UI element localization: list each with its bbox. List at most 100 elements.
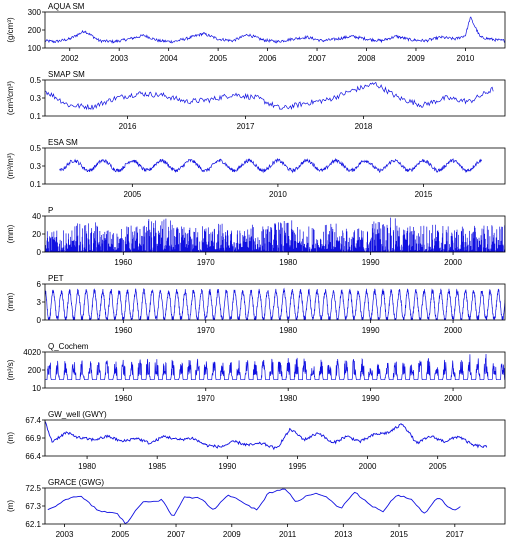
y-tick-label: 0.5	[30, 76, 42, 85]
y-tick-label: 0.3	[30, 94, 42, 103]
panel-title: P	[48, 206, 53, 215]
panel-0: AQUA SM (g/cm³) 100 200 300 2002 2003 2004 2005 2…	[6, 2, 506, 63]
panel-2: ESA SM (m³/m³) 0.1 0.3 0.5 2005 2010 2015	[6, 138, 506, 199]
x-tick-label: 2009	[223, 530, 241, 539]
x-tick-label: 2005	[209, 54, 227, 63]
y-tick-label: 3	[37, 298, 42, 307]
y-tick-label: 0	[37, 248, 42, 257]
panel-title: AQUA SM	[48, 2, 85, 11]
panel-7: GRACE (GWG) (m) 62.1 67.3 72.5 2003 2005 2007 20…	[6, 478, 506, 539]
x-tick-label: 2000	[359, 462, 377, 471]
y-tick-label: 20	[32, 230, 41, 239]
x-tick-label: 1960	[114, 394, 132, 403]
x-tick-label: 2000	[444, 394, 462, 403]
x-tick-label: 1960	[114, 326, 132, 335]
panel-title: ESA SM	[48, 138, 78, 147]
x-tick-label: 2004	[160, 54, 178, 63]
panel-1: SMAP SM (cm³/cm³) 0.1 0.3 0.5 2016 2017 2018	[6, 70, 506, 131]
y-tick-label: 40	[32, 212, 41, 221]
series-line	[45, 81, 494, 111]
panel-title: PET	[48, 274, 64, 283]
x-tick-label: 1990	[218, 462, 236, 471]
x-tick-label: 2005	[429, 462, 447, 471]
series-line	[45, 353, 505, 381]
plot-frame	[44, 419, 506, 457]
x-tick-label: 2010	[457, 54, 475, 63]
y-axis-label: (m³/m³)	[6, 153, 15, 180]
x-tick-label: 2007	[308, 54, 326, 63]
y-tick-label: 100	[28, 44, 42, 53]
y-tick-label: 300	[28, 8, 42, 17]
x-tick-label: 2017	[237, 122, 255, 131]
y-tick-label: 200	[28, 26, 42, 35]
plot-frame	[44, 351, 506, 389]
panel-5: Q_Cochem (m³/s) 10 200 4020 1960 1970 1980 1990 2…	[6, 342, 506, 403]
y-axis-label: (mm)	[6, 224, 15, 243]
y-tick-label: 0.1	[30, 112, 42, 121]
y-tick-label: 0.3	[30, 162, 42, 171]
y-axis-label: (mm)	[6, 292, 15, 311]
series-line	[45, 421, 488, 451]
x-tick-label: 1980	[279, 258, 297, 267]
x-tick-label: 2002	[61, 54, 79, 63]
plot-frame	[44, 215, 506, 253]
x-tick-label: 2016	[119, 122, 137, 131]
y-axis-label: (cm³/cm³)	[6, 81, 15, 116]
panel-6: GW_well (GWY) (m) 66.4 66.9 67.4 1980 1985 1990…	[6, 410, 506, 471]
x-tick-label: 2018	[355, 122, 373, 131]
x-tick-label: 2013	[334, 530, 352, 539]
x-tick-label: 2007	[167, 530, 185, 539]
x-tick-label: 1980	[279, 394, 297, 403]
x-tick-label: 2005	[111, 530, 129, 539]
series-line	[59, 157, 483, 174]
x-tick-label: 2000	[444, 326, 462, 335]
y-tick-label: 72.5	[25, 484, 41, 493]
panel-4: PET (mm) 0 3 6 1960 1970 1980 1990 2000	[6, 274, 506, 335]
y-tick-label: 10	[32, 384, 41, 393]
x-tick-label: 2015	[390, 530, 408, 539]
x-tick-label: 1990	[362, 258, 380, 267]
panel-title: SMAP SM	[48, 70, 85, 79]
y-axis-label: (m)	[6, 500, 15, 512]
y-tick-label: 66.4	[25, 452, 41, 461]
panel-title: GW_well (GWY)	[48, 410, 107, 419]
x-tick-label: 1970	[197, 394, 215, 403]
x-tick-label: 2010	[269, 190, 287, 199]
y-axis-label: (m³/s)	[6, 359, 15, 380]
x-tick-label: 2005	[123, 190, 141, 199]
x-tick-label: 2009	[407, 54, 425, 63]
x-tick-label: 2008	[358, 54, 376, 63]
panel-title: GRACE (GWG)	[48, 478, 104, 487]
plot-frame	[44, 487, 506, 525]
y-tick-label: 6	[37, 280, 42, 289]
y-tick-label: 62.1	[25, 520, 41, 529]
x-tick-label: 2011	[279, 530, 297, 539]
y-tick-label: 0	[37, 316, 42, 325]
series-line	[47, 488, 461, 524]
series-line	[45, 287, 505, 320]
x-tick-label: 1970	[197, 258, 215, 267]
x-tick-label: 2006	[259, 54, 277, 63]
y-axis-label: (m)	[6, 432, 15, 444]
y-tick-label: 0.5	[30, 144, 42, 153]
x-tick-label: 2003	[110, 54, 128, 63]
y-tick-label: 0.1	[30, 180, 42, 189]
x-tick-label: 2015	[415, 190, 433, 199]
plot-frame	[44, 283, 506, 321]
x-tick-label: 2003	[56, 530, 74, 539]
x-tick-label: 1980	[78, 462, 96, 471]
x-tick-label: 1995	[289, 462, 307, 471]
x-tick-label: 1960	[114, 258, 132, 267]
y-tick-label: 66.9	[25, 434, 41, 443]
series-line	[45, 217, 505, 252]
y-tick-label: 200	[28, 366, 42, 375]
x-tick-label: 2017	[446, 530, 464, 539]
plot-frame	[44, 147, 506, 185]
series-line	[45, 16, 505, 44]
panel-title: Q_Cochem	[48, 342, 89, 351]
x-tick-label: 1980	[279, 326, 297, 335]
x-tick-label: 2000	[444, 258, 462, 267]
x-tick-label: 1990	[362, 326, 380, 335]
x-tick-label: 1970	[197, 326, 215, 335]
y-tick-label: 4020	[23, 348, 41, 357]
